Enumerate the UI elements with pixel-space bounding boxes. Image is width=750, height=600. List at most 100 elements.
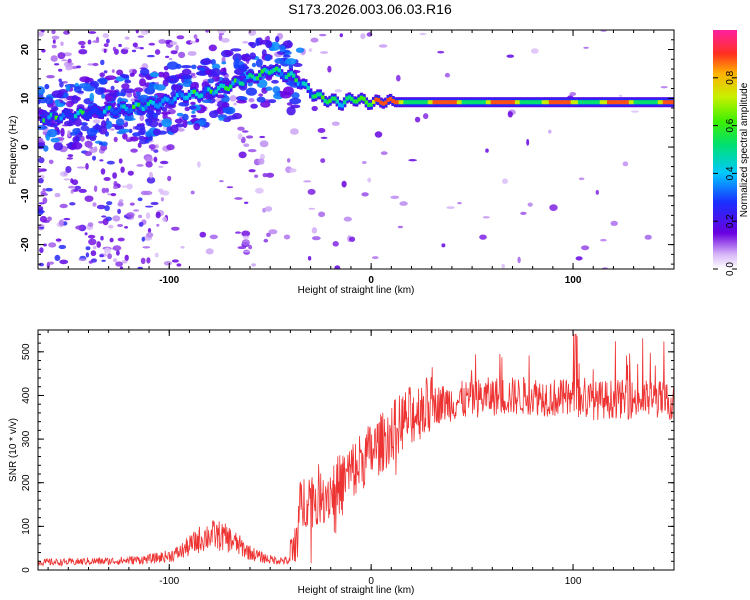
snr-axes: -100 0 100 0 100 200 300 400 500 xyxy=(21,330,675,587)
spectrogram-ridge-cell xyxy=(129,108,134,113)
spectrogram-ridge-cell xyxy=(444,100,448,105)
spectrogram-cell xyxy=(210,68,221,77)
spectrogram-cell xyxy=(85,163,89,170)
spectrogram-cell xyxy=(99,159,104,162)
spectrogram-cell xyxy=(177,128,185,132)
spectrogram-ridge-cell xyxy=(517,100,521,105)
spectrogram-ridge-cell xyxy=(418,100,422,105)
spectrogram-cell xyxy=(101,187,107,194)
spectrogram-ridge-cell xyxy=(202,90,206,95)
spectrogram-cell xyxy=(76,65,81,69)
spectrogram-ridge-cell xyxy=(362,96,366,101)
spectrogram-cell xyxy=(479,234,487,240)
spectrogram-cell xyxy=(76,166,86,169)
spectrogram-ridge-cell xyxy=(183,95,187,100)
spectrogram-cell xyxy=(109,237,114,243)
spectrogram-ridge-cell xyxy=(565,100,570,105)
spectrogram-cell xyxy=(116,250,120,256)
spectrogram-cell xyxy=(102,33,110,39)
spectrogram-ridge-cell xyxy=(149,99,153,104)
spectrogram-ridge-cell xyxy=(384,100,388,105)
spectrogram-cell xyxy=(118,199,124,203)
spectrogram-ridge-cell xyxy=(636,100,640,105)
spectrogram-cell xyxy=(120,48,129,55)
spectrogram-cell xyxy=(63,217,71,221)
spectrogram-cell xyxy=(43,145,49,152)
spectrogram-cell xyxy=(569,92,577,96)
spectrogram-cell xyxy=(266,172,275,178)
spectrogram-ridge-cell xyxy=(563,100,567,105)
spectrogram-ridge-cell xyxy=(207,87,211,92)
spectrogram-cell xyxy=(224,50,234,57)
spectrogram-ridge-cell xyxy=(103,109,107,114)
spectrogram-cell xyxy=(233,68,244,75)
spectrogram-cell xyxy=(237,133,243,140)
spectrogram-cell xyxy=(520,211,527,215)
spectrogram-cell xyxy=(59,171,69,177)
spectrogram-ridge-cell xyxy=(660,100,664,105)
spectrogram-cell xyxy=(138,221,144,227)
spectrogram-cell xyxy=(168,58,173,60)
spectrogram-cell xyxy=(437,50,445,54)
spectrogram-ridge-cell xyxy=(425,100,429,105)
spectrogram-ytick-label: -20 xyxy=(20,237,31,252)
snr-ytick-label: 300 xyxy=(21,430,32,447)
spectrogram-cell xyxy=(145,132,152,138)
spectrogram-cell xyxy=(137,142,142,148)
spectrogram-cell xyxy=(195,71,206,76)
spectrogram-cell xyxy=(287,158,291,163)
spectrogram-ridge-cell xyxy=(466,100,470,105)
spectrogram-cell xyxy=(53,142,64,151)
spectrogram-cell xyxy=(107,92,118,96)
spectrogram-ridge-cell xyxy=(560,100,565,105)
spectrogram-xlabel: Height of straight line (km) xyxy=(298,285,415,296)
spectrogram-cell xyxy=(595,189,599,195)
spectrogram-cell xyxy=(265,86,273,91)
spectrogram-cell xyxy=(527,202,533,207)
spectrogram-cell xyxy=(259,135,266,139)
spectrogram-cell xyxy=(148,144,157,150)
spectrogram-ridge-cell xyxy=(117,107,121,112)
spectrogram-cell xyxy=(144,118,153,123)
spectrogram-ridge-cell xyxy=(556,100,560,105)
spectrogram-cell xyxy=(341,180,347,188)
spectrogram-ridge-cell xyxy=(524,100,528,105)
spectrogram-ridge-cell xyxy=(442,100,446,105)
spectrogram-ridge-cell xyxy=(510,100,514,105)
spectrogram-ridge-cell xyxy=(628,100,633,105)
spectrogram-cell xyxy=(268,99,277,104)
spectrogram-ridge-cell xyxy=(505,100,509,105)
spectrogram-ridge-cell xyxy=(195,92,199,97)
spectrogram-cell xyxy=(39,215,48,223)
spectrogram-ridge-cell xyxy=(170,99,175,104)
spectrogram-cell xyxy=(153,149,159,153)
colorbar-tick-label: 0.4 xyxy=(725,166,736,180)
spectrogram-ridge-cell xyxy=(553,100,558,105)
spectrogram-cell xyxy=(54,254,61,261)
spectrogram-cell xyxy=(68,185,76,189)
spectrogram-cell xyxy=(581,245,590,251)
spectrogram-ridge-cell xyxy=(49,112,54,117)
spectrogram-ridge-cell xyxy=(229,84,233,89)
spectrogram-ridge-cell xyxy=(577,100,582,105)
spectrogram-cell xyxy=(112,172,117,179)
spectrogram-cell xyxy=(158,39,166,44)
spectrogram-cell xyxy=(575,256,583,261)
spectrogram-cell xyxy=(161,107,168,112)
spectrogram-cell xyxy=(241,239,250,246)
spectrogram-ridge-cell xyxy=(485,100,490,105)
spectrogram-cell xyxy=(220,71,228,76)
spectrogram-ytick-label: 10 xyxy=(20,92,31,104)
spectrogram-cell xyxy=(86,127,98,137)
spectrogram-cell xyxy=(423,113,429,120)
spectrogram-ridge-cell xyxy=(403,100,407,105)
spectrogram-cell xyxy=(138,135,145,141)
spectrogram-cell xyxy=(482,216,490,219)
spectrogram-ridge-cell xyxy=(614,100,618,105)
spectrogram-cell xyxy=(180,246,185,249)
spectrogram-cell xyxy=(124,79,132,84)
spectrogram-cell xyxy=(135,30,139,34)
spectrogram-cell xyxy=(38,108,45,113)
spectrogram-cell xyxy=(226,186,234,189)
spectrogram-cell xyxy=(103,48,107,54)
